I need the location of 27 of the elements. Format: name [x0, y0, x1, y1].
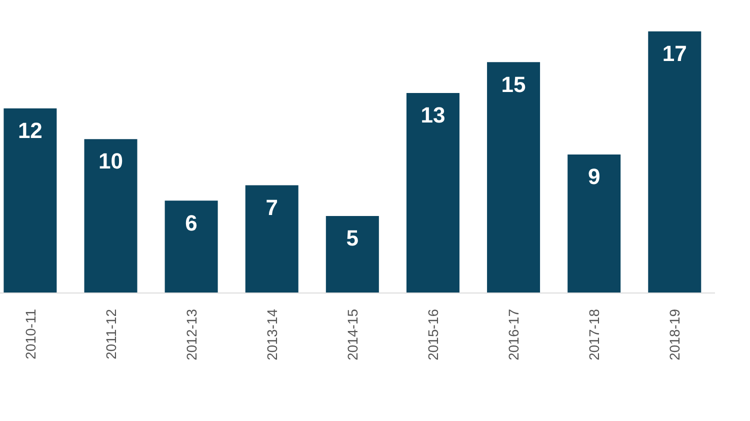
data-label: 9	[588, 164, 600, 190]
bar	[406, 92, 460, 293]
bar	[326, 216, 379, 293]
x-tick-label: 2010-11	[22, 308, 38, 360]
bar	[164, 200, 218, 293]
x-tick-label: 2018-19	[666, 308, 683, 360]
x-tick-label: 2017-18	[586, 308, 602, 360]
bar	[245, 185, 298, 293]
bar	[648, 31, 702, 293]
bar	[4, 108, 57, 293]
x-tick-label: 2011-12	[102, 308, 119, 360]
data-label: 7	[266, 194, 278, 220]
x-tick-label: 2013-14	[264, 308, 280, 360]
x-tick-label: 2012-13	[183, 308, 200, 360]
bar	[568, 154, 621, 293]
data-label: 15	[501, 72, 526, 97]
x-tick-label: 2016-17	[506, 308, 522, 360]
bar	[84, 139, 138, 293]
data-label: 10	[98, 148, 123, 174]
data-label: 17	[662, 41, 687, 66]
bar	[487, 62, 540, 293]
data-label: 13	[420, 102, 446, 128]
data-label: 6	[185, 210, 198, 236]
data-label: 12	[18, 118, 42, 143]
data-label: 5	[346, 226, 359, 251]
x-tick-label: 2015-16	[425, 308, 442, 360]
x-tick-label: 2014-15	[344, 308, 360, 360]
